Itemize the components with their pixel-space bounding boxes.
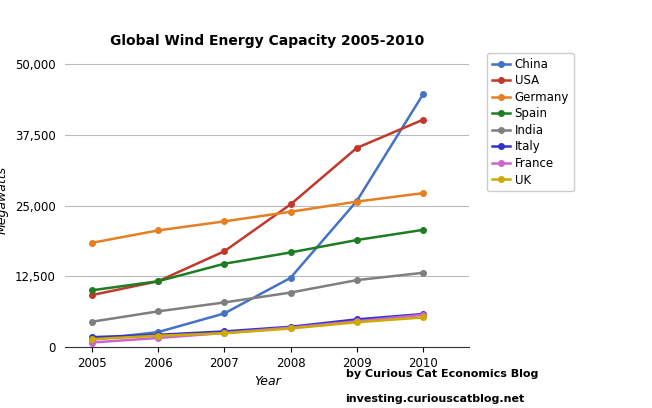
India — [353, 278, 361, 283]
France — [220, 330, 228, 335]
Italy — [419, 312, 427, 317]
Germany — [88, 240, 96, 245]
UK — [154, 333, 162, 338]
China — [287, 275, 295, 280]
China — [88, 337, 96, 342]
France — [88, 340, 96, 345]
Text: investing.curiouscatblog.net: investing.curiouscatblog.net — [346, 394, 525, 404]
Y-axis label: Megawatts: Megawatts — [0, 166, 9, 234]
India — [220, 300, 228, 305]
Spain — [419, 227, 427, 232]
Line: UK: UK — [89, 315, 426, 342]
France — [154, 335, 162, 340]
Line: India: India — [89, 270, 426, 324]
India — [419, 271, 427, 275]
India — [88, 319, 96, 324]
Line: Germany: Germany — [89, 191, 426, 246]
Italy — [353, 317, 361, 322]
Title: Global Wind Energy Capacity 2005-2010: Global Wind Energy Capacity 2005-2010 — [110, 34, 424, 48]
UK — [88, 337, 96, 341]
Text: by Curious Cat Economics Blog: by Curious Cat Economics Blog — [346, 369, 538, 379]
UK — [220, 331, 228, 336]
France — [287, 325, 295, 330]
Italy — [220, 329, 228, 334]
China — [353, 199, 361, 204]
UK — [287, 326, 295, 331]
Spain — [287, 250, 295, 255]
China — [154, 330, 162, 335]
USA — [220, 249, 228, 254]
USA — [287, 202, 295, 207]
India — [154, 309, 162, 314]
Germany — [154, 228, 162, 233]
Germany — [220, 219, 228, 224]
Spain — [220, 261, 228, 266]
Italy — [154, 333, 162, 337]
Line: USA: USA — [89, 117, 426, 298]
Italy — [287, 324, 295, 329]
Legend: China, USA, Germany, Spain, India, Italy, France, UK: China, USA, Germany, Spain, India, Italy… — [488, 53, 574, 191]
Germany — [287, 209, 295, 214]
Line: France: France — [89, 312, 426, 345]
China — [220, 311, 228, 316]
Line: Spain: Spain — [89, 227, 426, 293]
Germany — [353, 199, 361, 204]
UK — [419, 315, 427, 320]
USA — [88, 293, 96, 297]
Spain — [154, 279, 162, 284]
France — [353, 319, 361, 324]
India — [287, 290, 295, 295]
Spain — [88, 288, 96, 293]
Italy — [88, 335, 96, 339]
X-axis label: Year: Year — [254, 375, 281, 388]
France — [419, 313, 427, 317]
USA — [154, 279, 162, 284]
Line: Italy: Italy — [89, 311, 426, 340]
China — [419, 92, 427, 97]
USA — [353, 146, 361, 151]
Spain — [353, 237, 361, 242]
UK — [353, 320, 361, 325]
USA — [419, 117, 427, 122]
Line: China: China — [89, 91, 426, 342]
Germany — [419, 191, 427, 195]
